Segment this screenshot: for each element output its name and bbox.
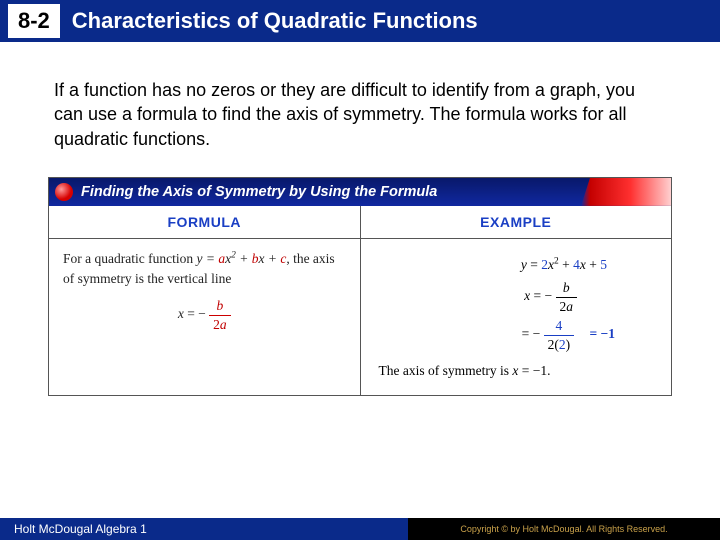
example-column-body: y = 2x2 + 4x + 5 x = − b2a = − 42(2) = −… [361, 238, 672, 396]
formula-axis-line: x = − b2a [63, 299, 346, 331]
info-columns: FORMULA For a quadratic function y = ax2… [49, 206, 671, 396]
formula-column: FORMULA For a quadratic function y = ax2… [49, 206, 361, 396]
page-title: Characteristics of Quadratic Functions [72, 8, 478, 34]
formula-column-body: For a quadratic function y = ax2 + bx + … [49, 238, 360, 346]
example-column: EXAMPLE y = 2x2 + 4x + 5 x = − b2a = − 4… [361, 206, 672, 396]
axis-statement: The axis of symmetry is x = −1. [375, 361, 658, 381]
formula-column-header: FORMULA [49, 206, 360, 238]
example-step-2: = − 42(2) = −1 [375, 319, 658, 351]
ex-num-b: b [563, 280, 570, 295]
formula-info-box: Finding the Axis of Symmetry by Using th… [48, 177, 672, 397]
info-box-title: Finding the Axis of Symmetry by Using th… [81, 184, 437, 200]
example-eq: y = 2x2 + 4x + 5 [375, 255, 658, 275]
ex-den-22: 2(2) [544, 336, 575, 352]
header-bar: 8-2 Characteristics of Quadratic Functio… [0, 0, 720, 42]
bullet-icon [55, 183, 73, 201]
axis-stmt-pre: The axis of symmetry is [379, 363, 513, 378]
footer-copyright: Copyright © by Holt McDougal. All Rights… [408, 518, 720, 540]
example-column-header: EXAMPLE [361, 206, 672, 238]
axis-stmt-post: . [547, 363, 550, 378]
intro-paragraph: If a function has no zeros or they are d… [0, 42, 720, 177]
footer-textbook: Holt McDougal Algebra 1 [0, 518, 408, 540]
header-gradient-tail [581, 178, 671, 206]
frac-num: b [217, 298, 224, 313]
example-step-1: x = − b2a [375, 281, 658, 313]
frac-den: 2a [213, 317, 227, 332]
info-box-header: Finding the Axis of Symmetry by Using th… [49, 178, 671, 206]
formula-text-1: For a quadratic function [63, 251, 196, 266]
ex-num-4: 4 [555, 318, 562, 333]
section-number-badge: 8-2 [8, 4, 60, 38]
ex-den-2a: 2a [560, 299, 574, 314]
example-result: = −1 [589, 326, 615, 341]
formula-general-eq: y = ax2 + bx + c [196, 251, 286, 266]
footer: Holt McDougal Algebra 1 Copyright © by H… [0, 518, 720, 540]
